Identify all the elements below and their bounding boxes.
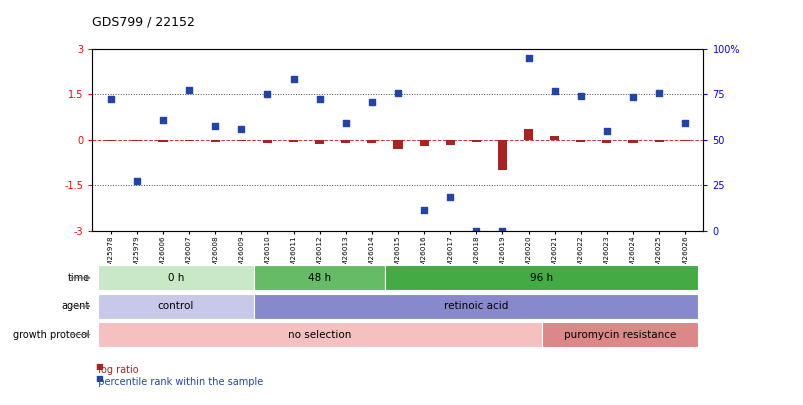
Text: time: time <box>67 273 89 283</box>
Bar <box>97 265 254 290</box>
Text: ■: ■ <box>95 362 103 371</box>
Point <box>626 94 638 100</box>
Point <box>104 96 117 102</box>
Point <box>261 91 274 98</box>
Bar <box>288 140 298 142</box>
Bar <box>254 265 385 290</box>
Bar <box>254 294 698 319</box>
Text: 96 h: 96 h <box>529 273 552 283</box>
Bar <box>654 140 662 142</box>
Point <box>495 228 508 234</box>
Text: growth protocol: growth protocol <box>13 330 89 339</box>
Bar <box>549 136 559 140</box>
Bar <box>419 140 428 146</box>
Point <box>573 92 586 99</box>
Point <box>548 88 560 94</box>
Bar <box>184 140 194 141</box>
Bar <box>393 140 402 149</box>
Point <box>600 127 613 134</box>
Bar <box>132 140 141 141</box>
Text: 48 h: 48 h <box>308 273 331 283</box>
Text: control: control <box>157 301 194 311</box>
Point <box>157 117 169 123</box>
Bar <box>367 140 376 143</box>
Point <box>443 194 456 201</box>
Point <box>417 207 430 213</box>
Bar <box>680 140 689 141</box>
Text: log ratio: log ratio <box>92 364 139 375</box>
Text: retinoic acid: retinoic acid <box>443 301 507 311</box>
Bar <box>497 140 507 170</box>
Point <box>339 120 352 126</box>
Text: puromycin resistance: puromycin resistance <box>563 330 675 339</box>
Text: percentile rank within the sample: percentile rank within the sample <box>92 377 263 387</box>
Bar <box>628 140 637 143</box>
Bar <box>541 322 698 347</box>
Bar <box>601 140 611 143</box>
Text: ■: ■ <box>95 374 103 383</box>
Bar <box>97 322 541 347</box>
Point <box>313 96 326 102</box>
Bar <box>236 140 246 141</box>
Bar <box>385 265 698 290</box>
Bar <box>524 129 532 140</box>
Point <box>678 120 691 126</box>
Point <box>365 98 378 105</box>
Bar <box>576 140 585 142</box>
Bar <box>158 140 167 142</box>
Point <box>182 86 195 93</box>
Text: 0 h: 0 h <box>168 273 184 283</box>
Bar <box>315 140 324 144</box>
Bar <box>340 140 350 143</box>
Point <box>521 55 534 61</box>
Point <box>287 76 300 82</box>
Text: agent: agent <box>61 301 89 311</box>
Bar <box>471 140 480 142</box>
Bar <box>445 140 454 145</box>
Text: GDS799 / 22152: GDS799 / 22152 <box>92 15 195 28</box>
Point <box>469 228 482 234</box>
Point <box>234 126 247 132</box>
Point <box>652 90 665 96</box>
Bar <box>263 140 271 143</box>
Bar <box>106 140 115 141</box>
Point <box>130 177 143 184</box>
Bar <box>97 294 254 319</box>
Text: no selection: no selection <box>287 330 351 339</box>
Point <box>209 123 222 129</box>
Point <box>391 90 404 96</box>
Bar <box>210 140 219 142</box>
